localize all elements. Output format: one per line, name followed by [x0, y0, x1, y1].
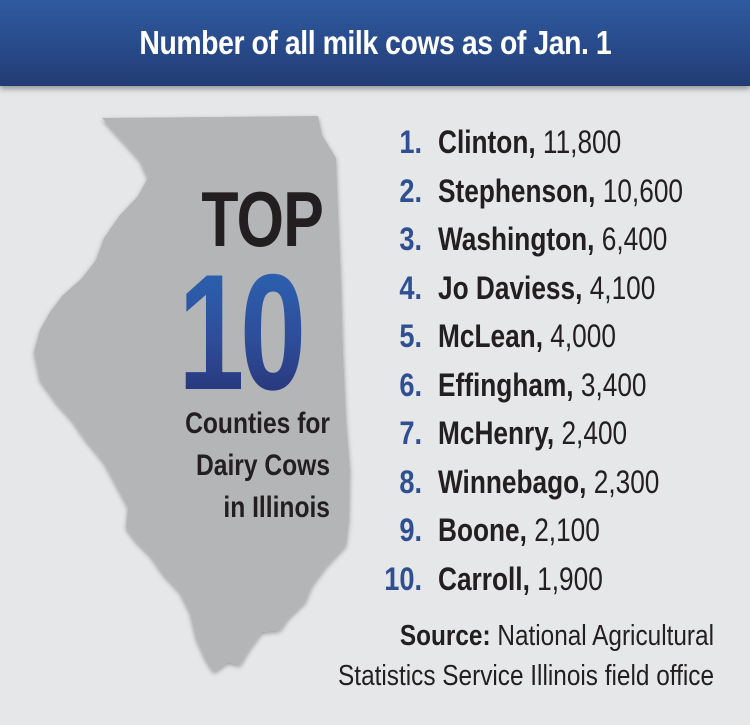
rank-number: 9. [399, 512, 422, 548]
list-item: 10. Carroll, 1,900 [372, 555, 742, 604]
cow-count: 4,000 [550, 318, 616, 354]
page-title: Number of all milk cows as of Jan. 1 [139, 24, 611, 61]
county-name: McLean, [438, 318, 543, 354]
list-item: 2. Stephenson, 10,600 [372, 167, 742, 216]
cow-count: 2,400 [561, 415, 628, 451]
cow-count: 10,600 [602, 172, 684, 209]
county-name: Boone, [438, 512, 527, 548]
source-line: Source: National Agricultural [294, 617, 714, 656]
county-name: Washington, [438, 221, 595, 257]
county-name: Carroll, [438, 560, 530, 597]
rank-number: 10. [384, 560, 422, 597]
subtitle-line: Dairy Cows [196, 449, 330, 482]
source-label: Source: [399, 620, 491, 652]
county-name: Stephenson, [438, 172, 596, 209]
county-name: Jo Daviess, [438, 269, 583, 306]
cow-count: 6,400 [601, 221, 668, 257]
rank-number: 5. [399, 318, 422, 354]
cow-count: 3,400 [580, 366, 647, 403]
rank-number: 3. [399, 221, 422, 257]
list-item: 1. Clinton, 11,800 [372, 118, 742, 167]
rank-number: 8. [399, 463, 422, 500]
rank-number: 2. [399, 172, 422, 209]
title-banner: Number of all milk cows as of Jan. 1 [0, 0, 750, 86]
cow-count: 4,100 [589, 269, 656, 306]
list-item: 3. Washington, 6,400 [372, 215, 742, 264]
list-item: 7. McHenry, 2,400 [372, 409, 742, 458]
list-item: 6. Effingham, 3,400 [372, 361, 742, 410]
cow-count: 2,300 [593, 463, 660, 500]
list-item: 5. McLean, 4,000 [372, 312, 742, 361]
subtitle-line: Counties for [185, 407, 330, 440]
ranking-list: 1. Clinton, 11,800 2. Stephenson, 10,600… [372, 118, 742, 603]
cow-count: 11,800 [542, 124, 622, 160]
list-item: 9. Boone, 2,100 [372, 506, 742, 555]
source-line: Statistics Service Illinois field office [338, 660, 714, 692]
rank-number: 1. [399, 124, 422, 160]
rank-number: 4. [399, 269, 422, 306]
cow-count: 2,100 [534, 512, 600, 548]
top-heading: TOP [201, 175, 324, 263]
subtitle-line: in Illinois [223, 491, 330, 524]
rank-number: 7. [399, 415, 422, 451]
list-item: 8. Winnebago, 2,300 [372, 458, 742, 507]
county-name: McHenry, [438, 415, 555, 451]
county-name: Clinton, [438, 124, 536, 160]
county-name: Winnebago, [438, 463, 587, 500]
illinois-outline [34, 116, 350, 672]
cow-count: 1,900 [537, 560, 603, 597]
county-name: Effingham, [438, 366, 574, 403]
source-text: National Agricultural [497, 620, 714, 652]
list-item: 4. Jo Daviess, 4,100 [372, 264, 742, 313]
rank-number: 6. [399, 366, 422, 403]
ten-heading: 10 [175, 250, 306, 415]
